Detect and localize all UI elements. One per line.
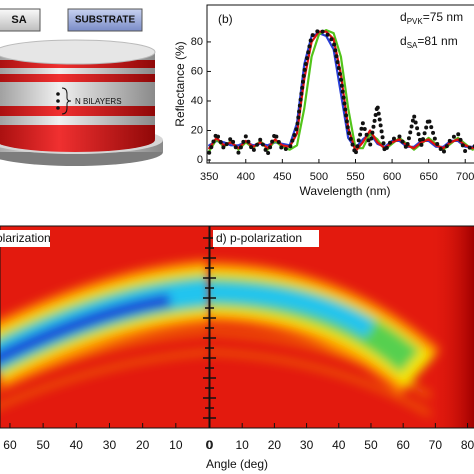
heatmap-axis: 0 10 20 30 40 50 60 70 80 [207, 423, 474, 452]
band [210, 283, 375, 338]
band [210, 349, 432, 417]
x-tick-label: 30 [103, 438, 117, 452]
x-axis-label: Angle (deg) [206, 457, 268, 471]
x-tick-label: 650 [419, 171, 437, 183]
heatmap-background: olarization d) p-polarization Angle (deg… [0, 225, 474, 471]
title-box [0, 230, 50, 247]
note-symbol: d [400, 10, 407, 24]
x-tick-label: 10 [236, 438, 250, 452]
divider-ticks [203, 237, 216, 419]
x-tick-label: 60 [3, 438, 17, 452]
y-tick-label: 20 [191, 124, 203, 136]
x-tick-label: 20 [136, 438, 150, 452]
x-tick-label: 400 [237, 171, 255, 183]
note-text: =75 nm [423, 10, 463, 24]
x-tick-label: 350 [200, 171, 218, 183]
heatmap-band [210, 262, 440, 417]
note-sub: PVK [407, 17, 424, 26]
panel-title: olarization [0, 231, 51, 245]
x-tick-label: 30 [300, 438, 314, 452]
x-tick-label: 80 [461, 438, 474, 452]
heatmap-axis: 60 50 40 30 20 10 0 [3, 423, 213, 452]
legend-label: SA [11, 14, 26, 26]
y-tick-label: 80 [191, 36, 203, 48]
x-tick-label: 0 [207, 438, 214, 452]
x-axis-label: Wavelength (nm) [300, 184, 391, 198]
x-tick-label: 40 [70, 438, 84, 452]
series-group [207, 28, 474, 157]
dot [56, 99, 60, 103]
bracket [61, 87, 72, 115]
y-axis-label: Reflectance (%) [173, 41, 187, 126]
x-tick-label: 700 [456, 171, 474, 183]
x-tick-label: 550 [346, 171, 364, 183]
note-symbol: d [400, 34, 407, 48]
x-tick-label: 70 [429, 438, 443, 452]
x-tick-label: 40 [332, 438, 346, 452]
heatmap-field [430, 226, 474, 428]
title-box [213, 230, 319, 247]
annotation: (b) [218, 12, 233, 26]
x-tick-label: 600 [383, 171, 401, 183]
panel-frame [0, 225, 474, 429]
x-tick-label: 20 [268, 438, 282, 452]
x-tick-label: 50 [364, 438, 378, 452]
reflectance-chart: (b) dPVK=75 nm dSA=81 nm Wavelength (nm)… [173, 4, 474, 198]
x-tick-label: 50 [36, 438, 50, 452]
measured-line [207, 28, 474, 157]
y-tick-label: 60 [191, 65, 203, 77]
legend-box [67, 8, 143, 32]
heatmap-band [0, 260, 209, 409]
dot [56, 92, 60, 96]
panel-title: d) p-polarization [216, 231, 302, 245]
note-sub: SA [407, 41, 418, 50]
cylinder-top [0, 39, 156, 65]
note: dPVK=75 nm [400, 10, 463, 26]
plot-frame [206, 4, 474, 164]
bilayers-label: N BILAYERS [75, 97, 122, 106]
y-tick-label: 40 [191, 95, 203, 107]
note-text: =81 nm [417, 34, 457, 48]
red-layer [0, 125, 155, 139]
band [0, 293, 172, 365]
x-tick-label: 60 [396, 438, 410, 452]
x-tick-label: 450 [273, 171, 291, 183]
dot [56, 106, 60, 110]
legend-box [0, 8, 41, 32]
x-tick-label: 0 [206, 438, 213, 452]
red-layer [0, 74, 155, 82]
red-layer [0, 106, 155, 116]
legend-label: SUBSTRATE [75, 15, 136, 26]
note: dSA=81 nm [400, 34, 458, 50]
band [0, 349, 209, 409]
schematic: SA SUBSTRATE N BILAYERS [0, 8, 163, 166]
y-tick-label: 0 [197, 154, 203, 166]
x-tick-label: 10 [169, 438, 183, 452]
x-tick-label: 500 [310, 171, 328, 183]
